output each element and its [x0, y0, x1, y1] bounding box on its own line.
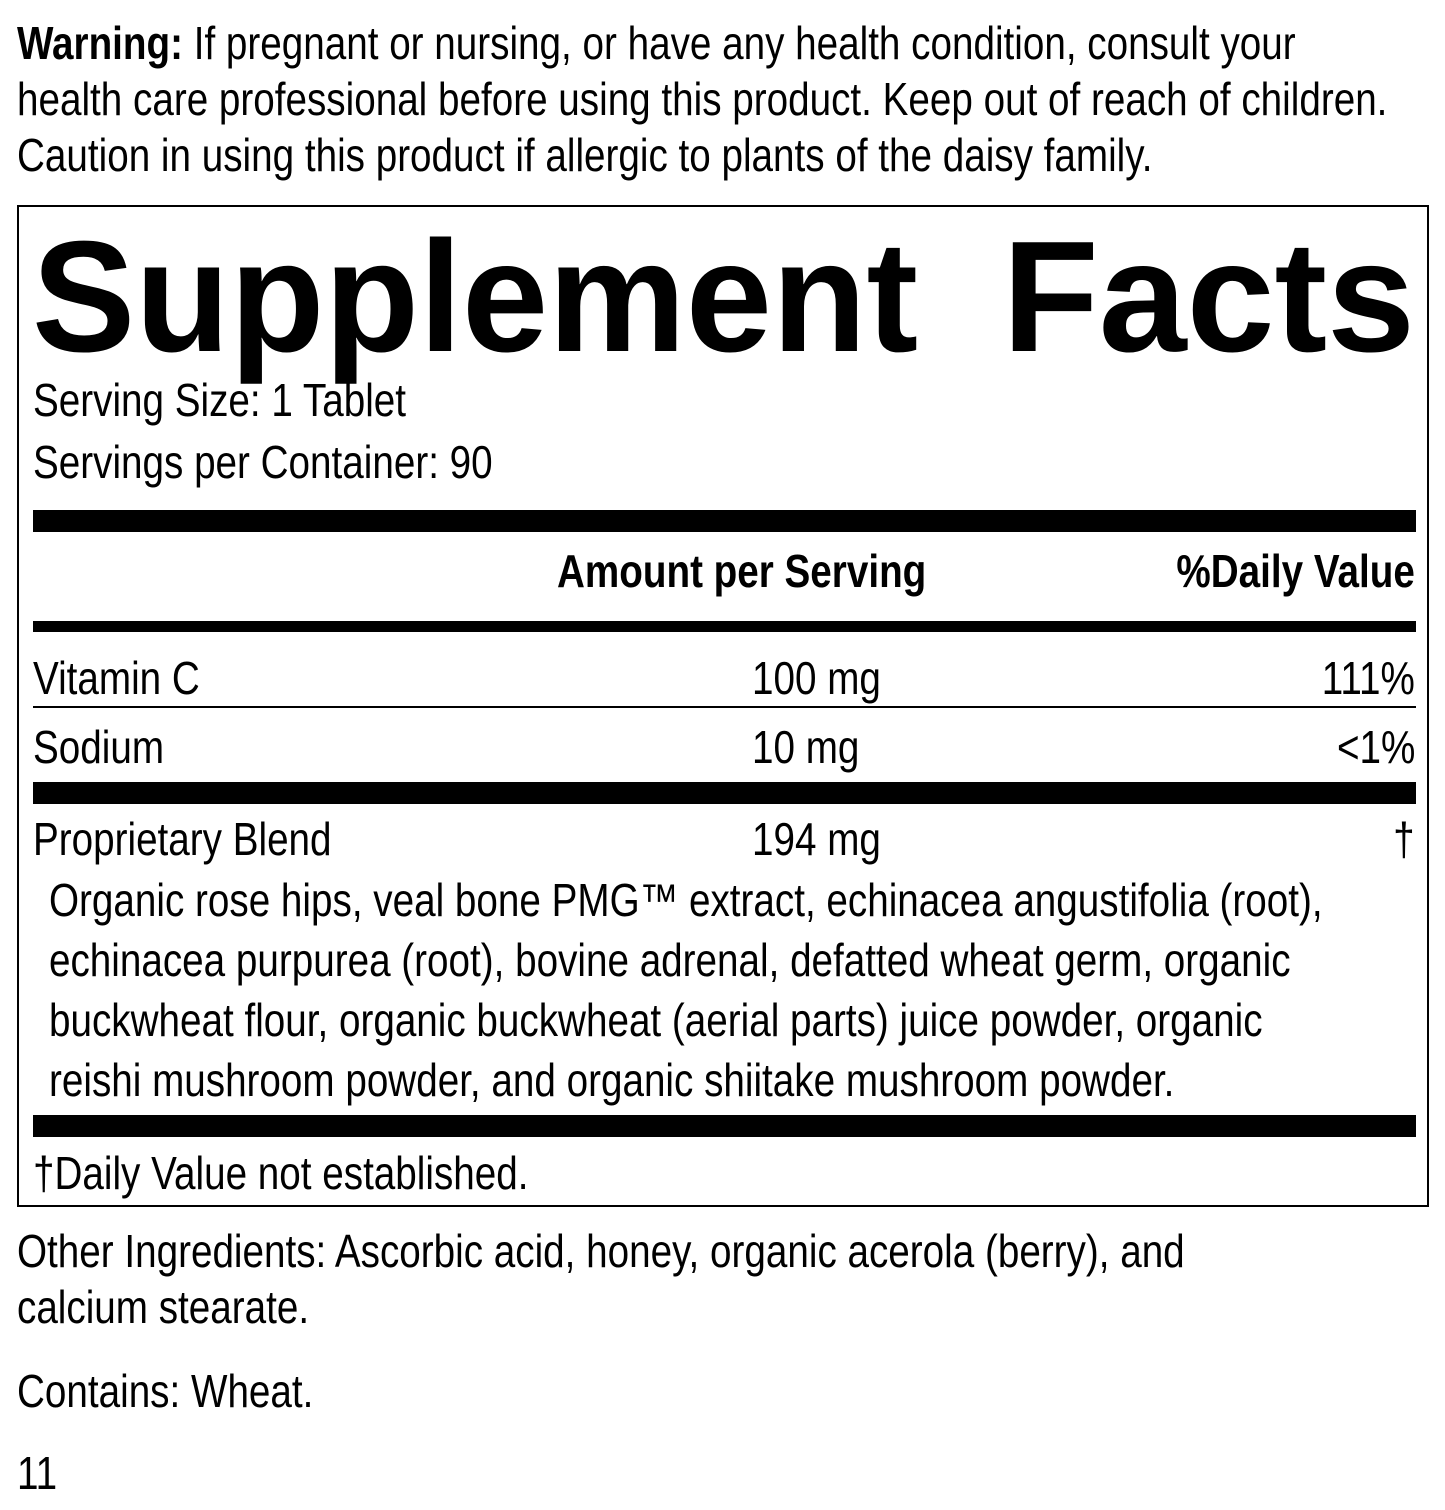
- warning-label: Warning:: [17, 17, 183, 69]
- row-dv-blend: †: [1393, 813, 1415, 865]
- facts-title-supplement: Supplement: [32, 209, 919, 385]
- thick-divider: [33, 510, 1416, 532]
- row-dv-sodium: <1%: [1336, 721, 1415, 773]
- other-ingredients-line-2: calcium stearate.: [17, 1281, 310, 1333]
- warning-line-3: Caution in using this product if allergi…: [17, 129, 1153, 181]
- warning-line-1: Warning: If pregnant or nursing, or have…: [17, 20, 1296, 66]
- row-name-vitamin-c: Vitamin C: [33, 652, 200, 704]
- dv-header: %Daily Value: [1176, 545, 1415, 597]
- blend-line-2: echinacea purpurea (root), bovine adrena…: [49, 934, 1291, 986]
- contains-statement: Contains: Wheat.: [17, 1365, 314, 1417]
- warning-text: If pregnant or nursing, or have any heal…: [182, 17, 1296, 69]
- other-ingredients-line-1: Other Ingredients: Ascorbic acid, honey,…: [17, 1225, 1185, 1277]
- row-amount-vitamin-c: 100 mg: [752, 652, 881, 704]
- blend-line-1: Organic rose hips, veal bone PMG™ extrac…: [49, 874, 1323, 926]
- row-amount-sodium: 10 mg: [752, 721, 860, 773]
- footnote: †Daily Value not established.: [33, 1147, 529, 1199]
- row-amount-blend: 194 mg: [752, 813, 881, 865]
- thick-divider: [33, 1115, 1416, 1137]
- servings-per-container: Servings per Container: 90: [33, 436, 493, 488]
- blend-line-3: buckwheat flour, organic buckwheat (aeri…: [49, 994, 1263, 1046]
- thick-divider: [33, 782, 1416, 804]
- thin-divider: [33, 706, 1416, 708]
- row-name-sodium: Sodium: [33, 721, 165, 773]
- row-dv-vitamin-c: 111%: [1321, 652, 1415, 704]
- medium-divider: [33, 621, 1416, 632]
- page-number: 11: [17, 1447, 58, 1499]
- amount-header: Amount per Serving: [557, 545, 927, 597]
- blend-line-4: reishi mushroom powder, and organic shii…: [49, 1054, 1175, 1106]
- warning-line-2: health care professional before using th…: [17, 73, 1388, 125]
- serving-size: Serving Size: 1 Tablet: [33, 374, 407, 426]
- row-name-blend: Proprietary Blend: [33, 813, 332, 865]
- supplement-facts-panel: [17, 205, 1429, 1207]
- facts-title-facts: Facts: [1002, 209, 1415, 385]
